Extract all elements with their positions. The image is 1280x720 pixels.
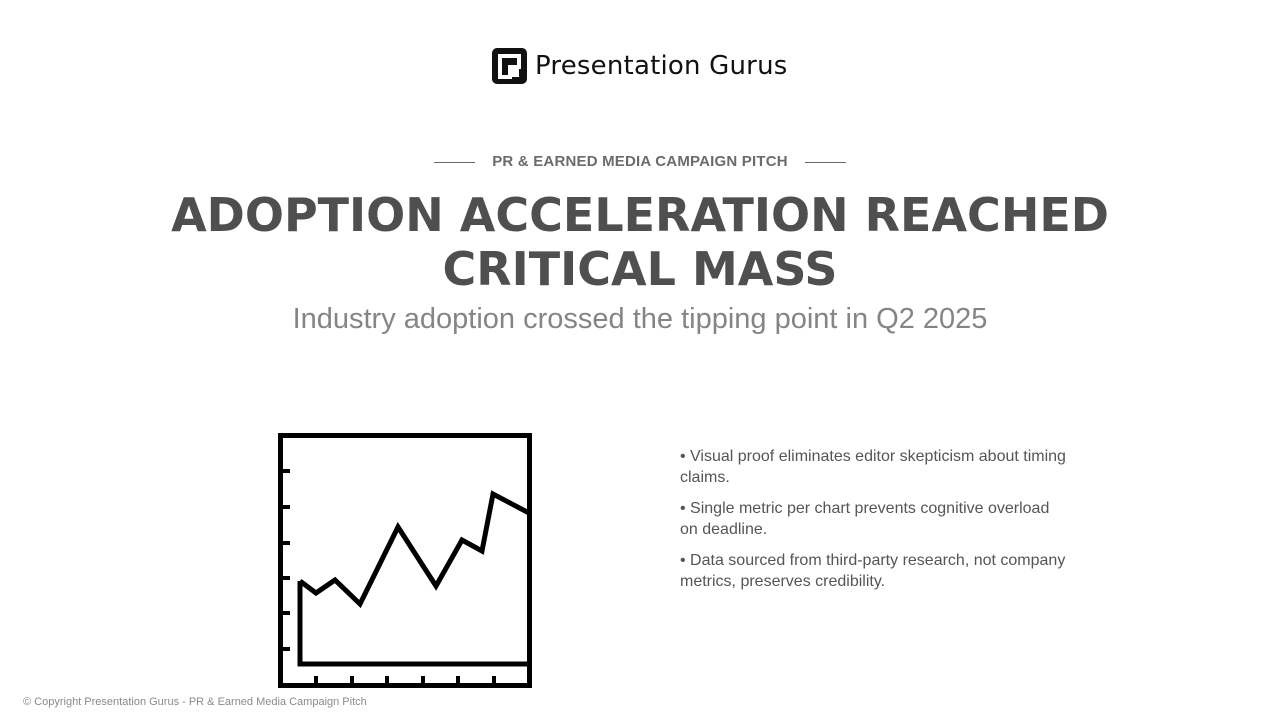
brand-logo: Presentation Gurus [492,47,788,85]
copyright-footer: © Copyright Presentation Gurus - PR & Ea… [23,696,367,708]
kicker-rule-left [434,161,476,163]
line-chart-icon [278,433,532,688]
section-kicker: PR & EARNED MEDIA CAMPAIGN PITCH [0,153,1280,171]
key-point-3: • Data sourced from third-party research… [680,552,1066,590]
key-point-2: • Single metric per chart prevents cogni… [680,500,1050,538]
slide-subtitle: Industry adoption crossed the tipping po… [292,303,988,335]
slide-title: ADOPTION ACCELERATION REACHED CRITICAL M… [171,188,1109,296]
kicker-label: PR & EARNED MEDIA CAMPAIGN PITCH [492,153,788,170]
key-point-1: • Visual proof eliminates editor skeptic… [680,448,1066,486]
presentation-gurus-logo-icon [492,48,527,84]
brand-name: Presentation Gurus [535,51,788,81]
kicker-rule-right [804,161,846,163]
key-points-list: • Visual proof eliminates editor skeptic… [680,446,1070,602]
